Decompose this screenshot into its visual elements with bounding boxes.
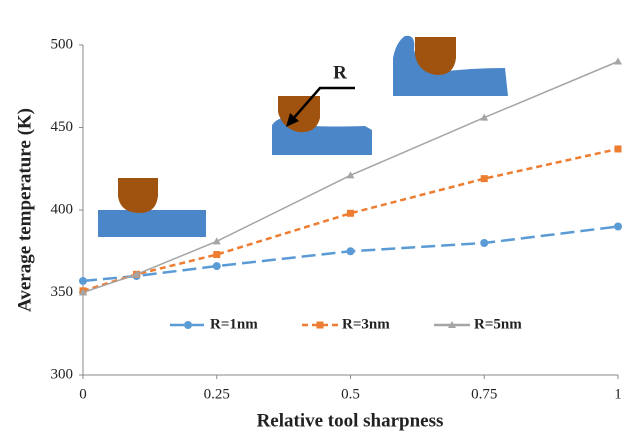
chart: R Relative tool sharpness Average temper…	[0, 0, 630, 432]
x-tick-label: 0.25	[204, 386, 230, 402]
marker	[480, 239, 488, 247]
marker	[615, 145, 622, 152]
x-tick-label: 0.75	[471, 386, 497, 402]
marker	[213, 237, 221, 244]
marker	[79, 277, 87, 285]
inset-illustrations	[98, 36, 508, 237]
y-tick-label: 350	[51, 284, 74, 300]
y-tick-label: 450	[51, 119, 74, 135]
legend-marker	[317, 322, 324, 329]
annotation: R	[333, 62, 347, 83]
workpiece	[98, 210, 206, 237]
y-tick-label: 300	[51, 366, 74, 382]
marker	[213, 251, 220, 258]
marker	[614, 223, 622, 231]
legend-label: R=5nm	[474, 316, 522, 332]
x-tick-label: 1	[614, 386, 622, 402]
tool	[118, 178, 158, 213]
marker	[347, 210, 354, 217]
y-tick-label: 400	[51, 201, 74, 217]
x-tick-label: 0	[79, 386, 87, 402]
x-tick-label: 0.5	[341, 386, 360, 402]
marker	[213, 262, 221, 270]
legend-label: R=1nm	[210, 316, 258, 332]
y-tick-label: 500	[51, 36, 74, 52]
legend-marker	[184, 321, 192, 329]
x-axis-label: Relative tool sharpness	[257, 410, 444, 431]
marker	[614, 58, 622, 65]
marker	[481, 175, 488, 182]
legend-label: R=3nm	[342, 316, 390, 332]
y-axis-label: Average temperature (K)	[14, 108, 35, 312]
marker	[347, 247, 355, 255]
